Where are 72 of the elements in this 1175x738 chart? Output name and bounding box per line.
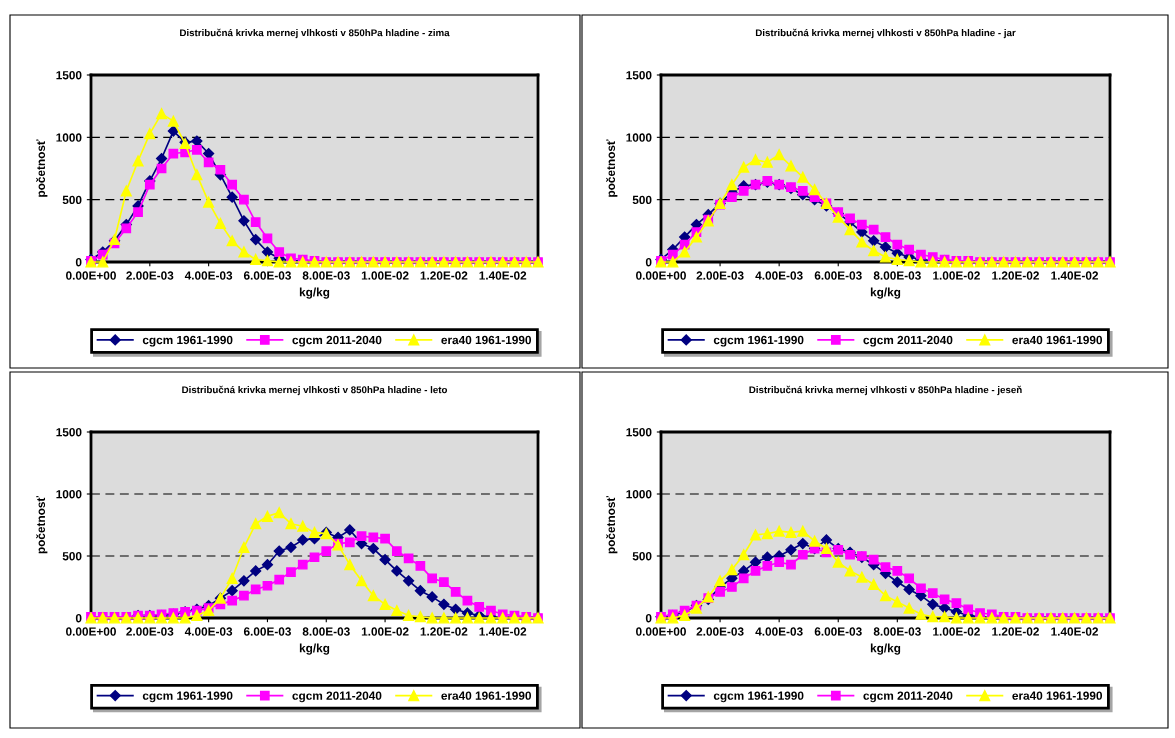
legend-label: cgcm 1961-1990 xyxy=(713,691,804,703)
x-axis-title: kg/kg xyxy=(870,287,901,299)
y-tick-label: 0 xyxy=(645,614,652,623)
x-tick-label: 2.00E-03 xyxy=(126,627,174,636)
legend-label: cgcm 1961-1990 xyxy=(142,335,233,347)
x-tick-label: 0.00E+00 xyxy=(66,271,116,280)
y-axis-title: početnosť xyxy=(606,495,618,554)
x-axis-title: kg/kg xyxy=(870,643,901,655)
x-tick-label: 4.00E-03 xyxy=(184,627,233,636)
y-tick-label: 1000 xyxy=(56,133,82,142)
x-tick-label: 1.40E-02 xyxy=(1051,627,1099,636)
x-tick-label: 6.00E-03 xyxy=(243,271,291,280)
y-tick-label: 0 xyxy=(75,258,82,267)
y-axis-title: početnosť xyxy=(36,139,48,197)
x-tick-label: 1.00E-02 xyxy=(361,627,409,636)
x-tick-label: 1.20E-02 xyxy=(992,271,1039,280)
x-tick-label: 6.00E-03 xyxy=(243,627,291,636)
y-tick-label: 1500 xyxy=(626,71,652,80)
x-tick-label: 2.00E-03 xyxy=(696,271,744,280)
x-tick-label: 1.40E-02 xyxy=(1051,271,1099,280)
legend-label: era40 1961-1990 xyxy=(1012,691,1103,700)
x-tick-label: 2.00E-03 xyxy=(126,271,174,280)
x-tick-label: 0.00E+00 xyxy=(636,627,686,636)
legend-label: era40 1961-1990 xyxy=(441,691,532,700)
x-tick-label: 4.00E-03 xyxy=(755,627,803,636)
x-tick-label: 8.00E-03 xyxy=(302,627,350,636)
x-tick-label: 2.00E-03 xyxy=(696,627,744,636)
y-tick-label: 1500 xyxy=(56,71,82,80)
x-tick-label: 1.20E-02 xyxy=(420,271,468,280)
y-axis-title: početnosť xyxy=(36,495,48,554)
x-tick-label: 1.40E-02 xyxy=(479,271,527,280)
y-axis-title: početnosť xyxy=(606,139,618,197)
x-tick-label: 8.00E-03 xyxy=(873,271,921,280)
x-tick-label: 1.00E-02 xyxy=(933,271,980,280)
chart-title: Distribučná krivka mernej vlhkosti v 850hPa hladine - zima xyxy=(180,28,450,39)
y-tick-label: 0 xyxy=(645,258,652,267)
x-tick-label: 1.20E-02 xyxy=(420,627,468,636)
y-tick-label: 500 xyxy=(62,552,82,561)
x-tick-label: 8.00E-03 xyxy=(873,627,921,636)
y-tick-label: 1500 xyxy=(56,428,82,437)
y-tick-label: 1000 xyxy=(626,490,652,499)
legend-label: era40 1961-1990 xyxy=(441,335,532,345)
legend-label: cgcm 1961-1990 xyxy=(713,335,804,347)
y-tick-label: 0 xyxy=(75,614,82,623)
x-tick-label: 1.20E-02 xyxy=(992,627,1039,636)
x-tick-label: 1.40E-02 xyxy=(479,627,527,636)
y-tick-label: 1000 xyxy=(626,133,652,142)
x-tick-label: 0.00E+00 xyxy=(636,271,686,280)
legend-label: cgcm 2011-2040 xyxy=(292,691,382,703)
legend-label: cgcm 1961-1990 xyxy=(142,691,233,703)
y-tick-label: 1000 xyxy=(56,490,82,499)
chart-title: Distribučná krivka mernej vlhkosti v 850hPa hladine - jeseň xyxy=(749,385,1022,396)
y-tick-label: 1500 xyxy=(626,428,652,437)
x-axis-title: kg/kg xyxy=(299,287,330,299)
x-tick-label: 4.00E-03 xyxy=(184,271,233,280)
x-tick-label: 1.00E-02 xyxy=(933,627,980,636)
x-tick-label: 4.00E-03 xyxy=(755,271,803,280)
x-tick-label: 6.00E-03 xyxy=(814,627,862,636)
x-axis-title: kg/kg xyxy=(299,643,330,655)
legend-label: cgcm 2011-2040 xyxy=(863,691,953,703)
y-tick-label: 500 xyxy=(632,195,652,205)
x-tick-label: 1.00E-02 xyxy=(361,271,409,280)
y-tick-label: 500 xyxy=(632,552,652,561)
x-tick-label: 6.00E-03 xyxy=(814,271,862,280)
legend-label: cgcm 2011-2040 xyxy=(863,335,953,347)
legend-label: era40 1961-1990 xyxy=(1012,335,1103,345)
chart-title: Distribučná krivka mernej vlhkosti v 850hPa hladine - jar xyxy=(755,28,1016,39)
x-tick-label: 8.00E-03 xyxy=(302,271,350,280)
y-tick-label: 500 xyxy=(62,195,82,205)
chart-title: Distribučná krivka mernej vlhkosti v 850hPa hladine - leto xyxy=(182,385,448,396)
x-tick-label: 0.00E+00 xyxy=(66,627,116,636)
legend-label: cgcm 2011-2040 xyxy=(292,335,382,347)
